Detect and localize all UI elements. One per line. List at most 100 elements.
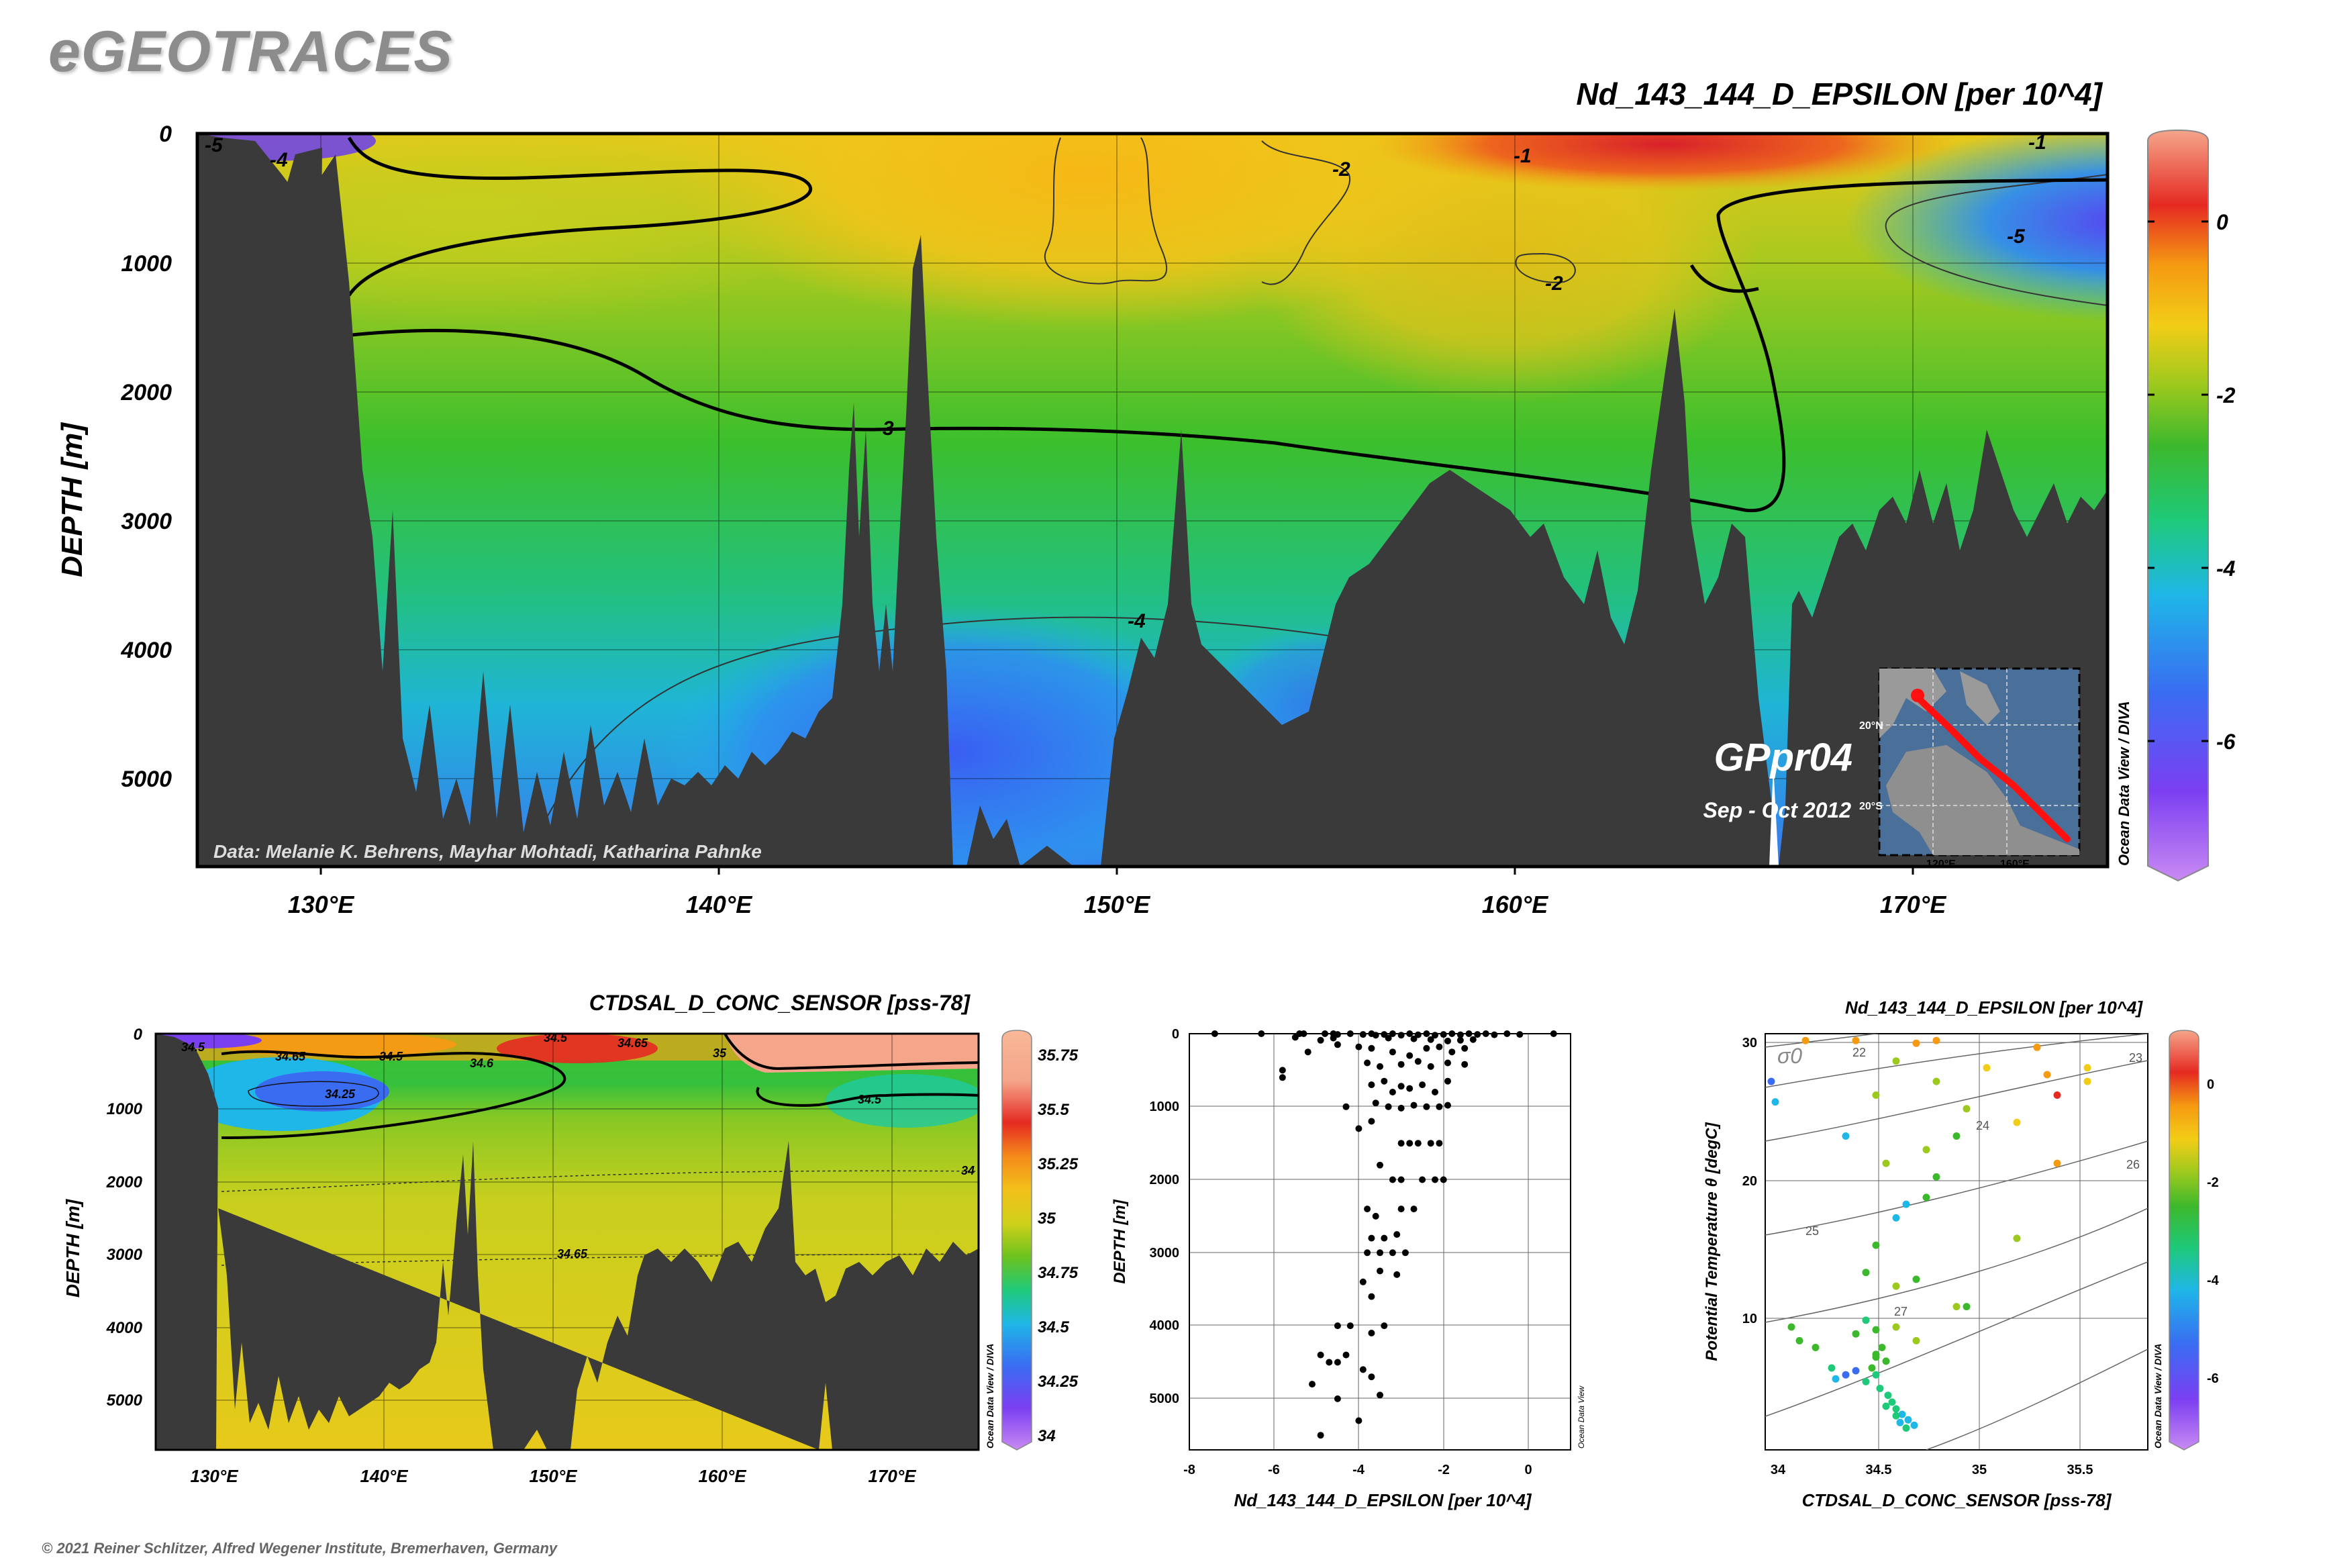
ts-x-tick: 34	[1771, 1463, 1786, 1477]
contour-label: 34.65	[557, 1247, 588, 1261]
ts-point	[1878, 1344, 1886, 1351]
inset-lat-label: 20°N	[1859, 720, 1883, 732]
ts-point	[1963, 1105, 1971, 1113]
ts-point	[1952, 1303, 1961, 1311]
profile-point	[1456, 1031, 1464, 1038]
colorbar-tick: 0	[2207, 1077, 2214, 1092]
profile-point	[1279, 1067, 1286, 1074]
ts-point	[1828, 1364, 1836, 1372]
contour-label: 34.6	[470, 1057, 494, 1070]
profile-point	[1372, 1212, 1379, 1220]
top-field	[197, 134, 2108, 867]
profile-point	[1368, 1234, 1375, 1242]
profile-point	[1423, 1103, 1430, 1110]
contour-label: -1	[1514, 145, 1532, 167]
ts-point	[1898, 1410, 1906, 1418]
ts-point	[1892, 1282, 1900, 1290]
colorbar-tick: -6	[2216, 730, 2236, 754]
colorbar-tick: -4	[2207, 1273, 2220, 1288]
profile-point	[1444, 1101, 1451, 1109]
top-x-tick: 150°E	[1084, 891, 1150, 918]
ts-point	[1872, 1353, 1880, 1361]
profile-point	[1359, 1031, 1367, 1038]
profile-y-tick: 3000	[1150, 1246, 1180, 1261]
contour-label: 34.25	[325, 1087, 356, 1101]
profile-point	[1368, 1293, 1375, 1300]
profile-x-tick: -2	[1438, 1463, 1450, 1477]
profile-point	[1432, 1089, 1438, 1095]
profile-point	[1427, 1140, 1434, 1147]
ts-point	[1812, 1344, 1820, 1351]
contour-label: 34.5	[379, 1050, 403, 1063]
profile-point	[1355, 1043, 1363, 1050]
profile-point	[1381, 1077, 1388, 1085]
ts-point	[1888, 1398, 1896, 1406]
isopycnal-label: 25	[1805, 1224, 1819, 1238]
sal-y-tick: 0	[134, 1026, 143, 1044]
colorbar-tick: 34.25	[1038, 1373, 1079, 1391]
ts-point	[1922, 1146, 1930, 1154]
profile-point	[1389, 1048, 1396, 1056]
profile-point	[1389, 1249, 1396, 1257]
profile-point	[1304, 1048, 1311, 1056]
top-y-axis: 0 1000 2000 3000 4000 5000	[120, 121, 172, 792]
profile-point	[1436, 1043, 1443, 1050]
profile-x-tick: -6	[1268, 1463, 1280, 1477]
profile-point	[1436, 1140, 1443, 1147]
sal-y-label: DEPTH [m]	[62, 1198, 83, 1297]
profile-point	[1317, 1036, 1324, 1044]
profile-y-tick: 5000	[1150, 1391, 1180, 1406]
contour-label: -4	[270, 149, 288, 171]
profile-point	[1397, 1083, 1405, 1090]
sal-x-tick: 150°E	[529, 1466, 577, 1486]
profile-x-axis: -8 -6 -4 -2 0	[1183, 1463, 1532, 1477]
ts-point	[1910, 1421, 1918, 1429]
ts-point	[1852, 1330, 1860, 1338]
sal-y-axis: 0 1000 2000 3000 4000 5000	[106, 1026, 143, 1410]
top-x-tick: 160°E	[1482, 891, 1548, 918]
profile-point	[1444, 1077, 1451, 1085]
profile-point	[1381, 1322, 1388, 1330]
profile-point	[1397, 1032, 1405, 1039]
ts-point	[1912, 1275, 1920, 1283]
contour-label: -2	[1545, 273, 1563, 295]
ts-point	[1904, 1416, 1912, 1424]
ts-point	[1932, 1077, 1940, 1085]
ts-point	[1832, 1375, 1840, 1383]
profile-point	[1397, 1176, 1405, 1183]
profile-point	[1359, 1366, 1367, 1373]
contour-label: -5	[205, 134, 224, 156]
profile-point	[1389, 1030, 1396, 1037]
profile-point	[1377, 1267, 1383, 1275]
top-y-tick: 5000	[121, 767, 172, 792]
profile-point	[1377, 1249, 1383, 1257]
odv-credit: Ocean Data View / DIVA	[985, 1344, 995, 1449]
profile-point	[1393, 1231, 1401, 1238]
profile-point	[1550, 1030, 1557, 1037]
profile-point	[1291, 1034, 1299, 1041]
ts-y-tick: 10	[1742, 1312, 1757, 1326]
profile-y-axis: 0 1000 2000 3000 4000 5000	[1150, 1027, 1180, 1406]
isopycnal-label: 27	[1894, 1305, 1908, 1318]
profile-point	[1410, 1206, 1418, 1213]
profile-point	[1432, 1176, 1438, 1183]
sal-y-tick: 2000	[106, 1173, 143, 1191]
profile-point	[1342, 1103, 1350, 1110]
profile-points	[1211, 1030, 1557, 1439]
salinity-field	[156, 1034, 979, 1450]
section-label: GPpr04	[1714, 736, 1852, 779]
profile-point	[1385, 1034, 1392, 1042]
isopycnals	[1765, 1034, 2148, 1450]
ts-point	[1882, 1357, 1890, 1365]
contour-label: 34	[961, 1164, 975, 1177]
odv-credit-short: Ocean Data View	[1577, 1385, 1586, 1449]
date-label: Sep - Oct 2012	[1703, 798, 1851, 822]
profile-point	[1355, 1125, 1363, 1132]
ts-point	[1852, 1036, 1860, 1044]
isopycnal-label: 23	[2129, 1051, 2142, 1065]
profile-point	[1342, 1351, 1350, 1359]
profile-point	[1377, 1391, 1383, 1399]
profile-point	[1414, 1058, 1422, 1065]
sal-y-tick: 5000	[107, 1391, 143, 1410]
ts-point	[2053, 1091, 2061, 1099]
